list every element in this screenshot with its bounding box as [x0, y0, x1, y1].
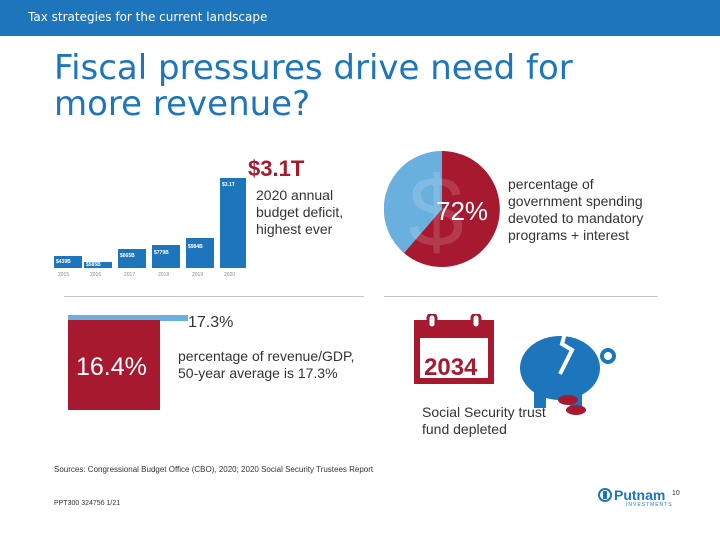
bar-2017: $665B: [118, 249, 146, 268]
footer-code: PPT300 324756 1/21: [54, 500, 121, 507]
bar-2016: $585B: [84, 262, 112, 268]
tick-2020: 2020: [224, 272, 236, 278]
putnam-logo-icon: [598, 488, 612, 502]
pie-chart: $: [383, 150, 500, 268]
tick-2019: 2019: [192, 272, 204, 278]
putnam-logo-sub: INVESTMENTS: [626, 502, 673, 508]
mandatory-value: 72%: [436, 196, 489, 226]
bar-label-2019: $984B: [188, 244, 203, 250]
sources-note: Sources: Congressional Budget Office (CB…: [54, 465, 374, 474]
header-bar: Tax strategies for the current landscape: [0, 0, 720, 36]
pie-slice-mandatory: [404, 151, 500, 267]
bar-label-2020: $3.1T: [222, 182, 235, 188]
deficit-value: $3.1T: [248, 156, 305, 181]
average-marker-bar: [68, 315, 188, 321]
bar-2015: $439B: [54, 256, 82, 268]
slide-headline: Fiscal pressures drive need for more rev…: [54, 48, 573, 124]
revenue-caption: percentage of revenue/GDP, 50-year avera…: [178, 348, 355, 381]
header-title: Tax strategies for the current landscape: [28, 10, 268, 24]
bar-label-2017: $665B: [120, 253, 135, 259]
dollar-sign-icon: $: [408, 156, 464, 268]
divider-right: [384, 296, 658, 297]
revenue-value: 16.4%: [76, 353, 147, 381]
revenue-box: [68, 320, 160, 410]
tick-2017: 2017: [124, 272, 136, 278]
bar-label-2018: $779B: [154, 250, 169, 256]
putnam-logo: Putnam: [614, 487, 666, 503]
average-label: 17.3%: [188, 314, 234, 331]
bar-2019: $984B: [186, 238, 214, 268]
bar-label-2016: $585B: [86, 262, 101, 268]
tick-2016: 2016: [90, 272, 102, 278]
page-number: 10: [672, 490, 680, 497]
calendar-svg: [414, 312, 494, 384]
tick-2018: 2018: [158, 272, 170, 278]
deficit-caption: 2020 annual budget deficit, highest ever: [256, 187, 344, 237]
piggy-svg: [520, 321, 616, 415]
logo-svg: [598, 488, 612, 502]
bar-label-2015: $439B: [56, 259, 71, 265]
tick-2015: 2015: [58, 272, 70, 278]
divider-left: [64, 296, 364, 297]
broken-piggy-bank-icon: [512, 314, 616, 418]
social-security-caption: Social Security trust fund depleted: [422, 404, 546, 437]
bar-2020: $3.1T: [220, 178, 246, 268]
pie-slice-other: [383, 150, 442, 253]
mandatory-caption: percentage of government spending devote…: [508, 176, 644, 243]
calendar-icon: [412, 312, 496, 386]
pie-svg: $: [383, 150, 500, 268]
depletion-year: 2034: [424, 354, 478, 381]
bar-2018: $779B: [152, 245, 180, 268]
